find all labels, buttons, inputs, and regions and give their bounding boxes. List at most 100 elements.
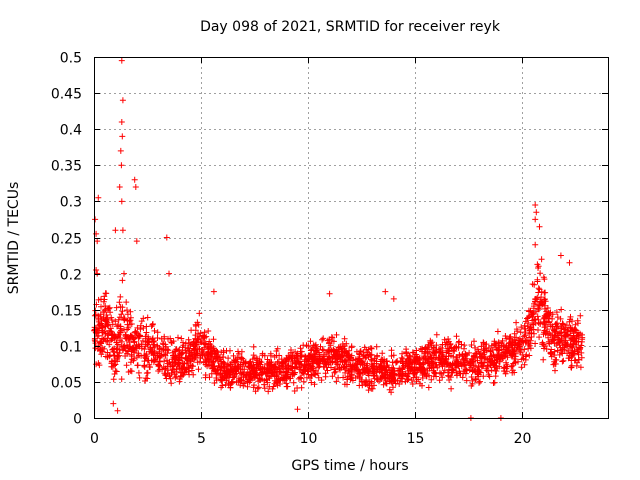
data-point [95,360,102,367]
data-point [219,382,226,389]
data-point [530,321,537,328]
data-point [332,352,339,359]
data-point [227,381,234,388]
data-point [448,385,455,392]
data-point [251,382,257,389]
data-point [145,357,152,364]
data-point [141,346,148,353]
data-point [560,357,567,364]
data-point [329,373,336,380]
data-point [327,342,334,349]
data-point [479,355,485,362]
data-point [212,348,218,355]
data-point [255,384,262,391]
data-point [171,368,178,375]
data-point [453,344,460,351]
data-point [384,369,391,376]
data-point [365,372,372,379]
data-point [117,329,124,336]
data-point [150,341,157,348]
data-point [206,338,213,345]
data-point [248,365,255,372]
data-point [119,97,126,104]
data-point [542,305,548,312]
data-point [574,348,581,355]
data-point [185,352,192,359]
data-point [480,373,487,380]
data-point [527,337,534,344]
data-point [485,344,492,351]
data-point [417,365,424,372]
data-point [469,367,476,374]
data-point [259,365,266,372]
data-point [425,384,432,391]
data-point [509,348,516,355]
data-point [318,377,325,384]
y-tick-label: 0.05 [51,376,82,392]
data-point [513,319,520,326]
x-tick-label: 0 [90,431,99,447]
data-point [275,358,282,365]
data-point [557,252,564,259]
data-point [390,376,397,383]
data-point [101,345,108,352]
data-point [358,378,365,385]
data-point [268,359,275,366]
data-point [102,323,109,330]
data-point [579,336,586,343]
data-point [254,357,261,364]
data-point [136,374,143,381]
data-point [398,375,405,382]
data-point [286,354,293,361]
data-point [311,381,318,388]
data-point [515,358,521,365]
data-point [300,378,307,385]
x-tick-label: 15 [407,431,425,447]
data-point [454,372,460,379]
data-point [321,351,328,358]
data-point [111,334,118,341]
data-point [333,361,340,368]
data-point [204,343,211,350]
data-point [141,364,148,370]
data-point [532,241,539,248]
data-point [490,380,497,386]
data-point [197,352,203,359]
data-point [572,327,579,334]
data-point [533,209,540,216]
data-point [557,337,564,344]
data-point [390,295,397,302]
data-point [577,312,584,319]
data-point [360,353,367,360]
data-point [240,359,247,366]
data-point [563,322,570,329]
data-point [265,388,272,395]
data-point [294,353,301,360]
data-point [558,306,565,313]
data-point [538,294,545,301]
data-point [98,338,105,345]
data-point [180,339,186,346]
data-point [168,370,175,376]
data-point [297,374,304,381]
data-point [471,338,477,345]
data-point [391,368,398,375]
data-point [249,356,256,363]
data-point [529,309,536,316]
data-point [103,337,109,344]
data-point [195,366,202,373]
y-tick-labels: 0 0.05 0.1 0.15 0.2 0.25 0.3 0.35 0.4 0.45 0.5 [51,51,82,428]
data-point [246,359,253,366]
data-point [549,337,556,343]
data-point [369,361,375,368]
data-point [119,304,126,311]
data-point [144,314,151,321]
data-point [234,359,241,365]
data-point [389,374,396,381]
data-point [357,348,364,354]
data-point [328,364,334,371]
data-point [161,370,168,377]
data-point [356,382,363,389]
data-point [369,385,376,392]
data-point [201,334,208,341]
